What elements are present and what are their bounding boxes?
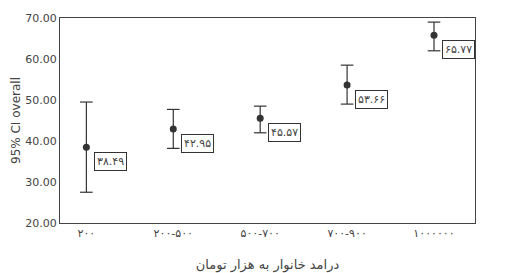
svg-text:درامد خانوار به هزار تومان: درامد خانوار به هزار تومان <box>196 257 340 273</box>
svg-text:95% CI overall: 95% CI overall <box>9 77 23 164</box>
svg-text:۱۰۰۰۰۰۰: ۱۰۰۰۰۰۰ <box>413 227 454 240</box>
svg-text:60.00: 60.00 <box>25 53 57 66</box>
svg-text:۲۰۰-۵۰۰: ۲۰۰-۵۰۰ <box>154 227 193 240</box>
svg-text:۲۰۰: ۲۰۰ <box>78 227 96 240</box>
svg-text:۶۵.۷۷: ۶۵.۷۷ <box>445 43 472 56</box>
svg-text:50.00: 50.00 <box>25 94 57 107</box>
svg-text:70.00: 70.00 <box>25 12 57 25</box>
svg-text:۵۰۰-۷۰۰: ۵۰۰-۷۰۰ <box>240 227 279 240</box>
svg-text:۷۰۰-۹۰۰: ۷۰۰-۹۰۰ <box>327 227 366 240</box>
svg-text:۳۸.۴۹: ۳۸.۴۹ <box>97 155 124 168</box>
svg-text:۵۳.۶۶: ۵۳.۶۶ <box>358 93 385 106</box>
svg-text:۴۲.۹۵: ۴۲.۹۵ <box>184 137 211 150</box>
svg-text:۴۵.۵۷: ۴۵.۵۷ <box>271 126 298 139</box>
svg-text:20.00: 20.00 <box>25 217 57 230</box>
svg-text:40.00: 40.00 <box>25 135 57 148</box>
svg-text:30.00: 30.00 <box>25 176 57 189</box>
